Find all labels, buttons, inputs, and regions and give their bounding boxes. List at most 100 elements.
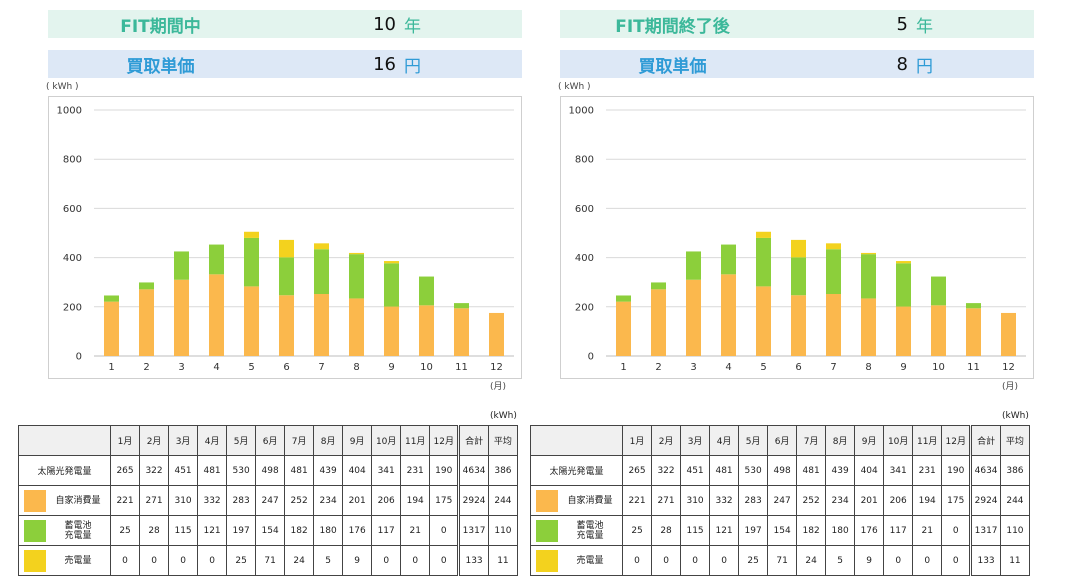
value-cell: 231 — [912, 455, 943, 486]
x-tick-label: 10 — [420, 362, 433, 373]
value-cell: 481 — [197, 455, 228, 486]
x-tick-label: 6 — [795, 362, 801, 373]
month-header: 4月 — [197, 425, 228, 456]
bar-segment — [791, 239, 806, 258]
row-label: 売電量 — [17, 545, 112, 576]
average-cell: 110 — [487, 515, 519, 546]
bar-segment — [931, 305, 946, 356]
month-header: 4月 — [709, 425, 740, 456]
data-table: 1月 2月 3月 4月 5月 6月 7月 8月 9月 10月 11月 12月 合計 平均 太陽光発電量 265… — [17, 425, 519, 576]
value-cell: 341 — [883, 455, 914, 486]
bar-segment — [616, 295, 631, 302]
y-tick-label: 0 — [76, 352, 82, 363]
average-header: 平均 — [487, 425, 519, 456]
table-header-row: 1月 2月 3月 4月 5月 6月 7月 8月 9月 10月 11月 12月 合計 平均 — [529, 425, 1031, 456]
table-header-row: 1月 2月 3月 4月 5月 6月 7月 8月 9月 10月 11月 12月 合計 平均 — [17, 425, 519, 456]
bar-segment — [966, 308, 981, 356]
month-header: 10月 — [883, 425, 914, 456]
table-unit: (kWh) — [490, 411, 517, 421]
value-cell: 9 — [854, 545, 885, 576]
bar-segment — [489, 312, 504, 356]
value-cell: 25 — [226, 545, 257, 576]
value-cell: 404 — [342, 455, 373, 486]
average-cell: 386 — [999, 455, 1031, 486]
bar-segment — [349, 298, 364, 356]
bar-segment — [314, 294, 329, 356]
value-cell: 341 — [371, 455, 402, 486]
value-cell: 322 — [651, 455, 682, 486]
bar-segment — [209, 244, 224, 275]
post-fit-period-unit: 年 — [916, 16, 933, 37]
value-cell: 231 — [400, 455, 431, 486]
month-header: 1月 — [622, 425, 653, 456]
month-header: 6月 — [255, 425, 286, 456]
x-tick-label: 9 — [900, 362, 906, 373]
value-cell: 0 — [429, 545, 460, 576]
row-label: 蓄電池 充電量 — [529, 515, 624, 546]
value-cell: 194 — [400, 485, 431, 516]
row-label: 太陽光発電量 — [17, 455, 112, 486]
legend-swatch — [536, 519, 558, 542]
value-cell: 25 — [110, 515, 141, 546]
panel-fit-period: FIT期間中 10 年 買取単価 16 円 ( kWh ) 0 200 400 600… — [17, 0, 540, 583]
table-row: 自家消費量 221 271 310 332 283 247 252 234 201 206 194 17… — [529, 485, 1031, 516]
month-header: 3月 — [680, 425, 711, 456]
value-cell: 117 — [883, 515, 914, 546]
value-cell: 283 — [738, 485, 769, 516]
bar-segment — [791, 295, 806, 356]
x-tick-label: 8 — [353, 362, 359, 373]
value-cell: 21 — [912, 515, 943, 546]
value-cell: 182 — [796, 515, 827, 546]
value-cell: 234 — [313, 485, 344, 516]
value-cell: 24 — [796, 545, 827, 576]
bar-segment — [244, 231, 259, 238]
month-header: 6月 — [767, 425, 798, 456]
post-purchase-price-value: 8 — [896, 53, 908, 75]
bar-segment — [349, 254, 364, 299]
purchase-price-unit: 円 — [404, 56, 421, 77]
value-cell: 0 — [110, 545, 141, 576]
x-tick-label: 8 — [865, 362, 871, 373]
y-tick-label: 400 — [63, 253, 82, 264]
value-cell: 271 — [651, 485, 682, 516]
value-cell: 115 — [168, 515, 199, 546]
legend-swatch — [24, 489, 46, 512]
value-cell: 5 — [825, 545, 856, 576]
value-cell: 265 — [622, 455, 653, 486]
bar-segment — [966, 303, 981, 309]
value-cell: 71 — [255, 545, 286, 576]
bar-segment — [174, 279, 189, 356]
month-header: 11月 — [912, 425, 943, 456]
row-label: 蓄電池 充電量 — [17, 515, 112, 546]
row-label: 自家消費量 — [529, 485, 624, 516]
average-cell: 11 — [487, 545, 519, 576]
value-cell: 271 — [139, 485, 170, 516]
bar-segment — [896, 261, 911, 264]
bar-segment — [861, 298, 876, 356]
value-cell: 190 — [941, 455, 972, 486]
value-cell: 247 — [255, 485, 286, 516]
bar-segment — [419, 305, 434, 356]
value-cell: 498 — [255, 455, 286, 486]
value-cell: 0 — [400, 545, 431, 576]
month-header: 12月 — [429, 425, 460, 456]
y-tick-label: 800 — [63, 155, 82, 166]
month-header: 8月 — [313, 425, 344, 456]
bar-segment — [931, 276, 946, 306]
value-cell: 190 — [429, 455, 460, 486]
value-cell: 310 — [168, 485, 199, 516]
bar-segment — [791, 257, 806, 296]
table-row: 太陽光発電量 265 322 451 481 530 498 481 439 404 341 231 1… — [17, 455, 519, 486]
table-corner-cell — [17, 425, 112, 456]
value-cell: 0 — [197, 545, 228, 576]
total-cell: 133 — [457, 545, 489, 576]
month-header: 5月 — [226, 425, 257, 456]
value-cell: 121 — [709, 515, 740, 546]
total-cell: 4634 — [457, 455, 489, 486]
post-purchase-price-band: 買取単価 8 円 — [560, 50, 1034, 78]
bar-segment — [756, 231, 771, 238]
x-tick-label: 11 — [967, 362, 980, 373]
average-header: 平均 — [999, 425, 1031, 456]
value-cell: 310 — [680, 485, 711, 516]
value-cell: 451 — [168, 455, 199, 486]
